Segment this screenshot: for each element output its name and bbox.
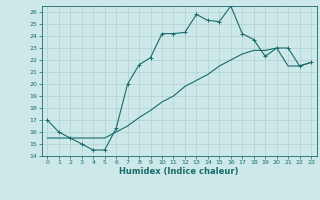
X-axis label: Humidex (Indice chaleur): Humidex (Indice chaleur): [119, 167, 239, 176]
